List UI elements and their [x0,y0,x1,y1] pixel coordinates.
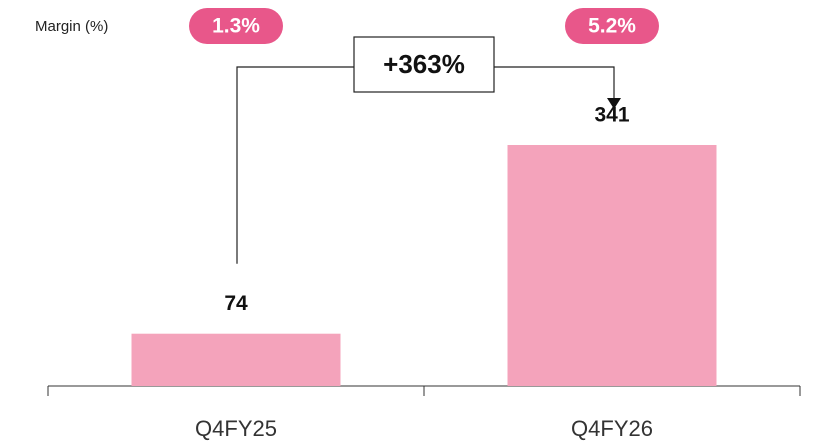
x-tick-label: Q4FY25 [195,416,277,441]
annotation-box [353,36,495,93]
annotation: +363% [383,49,465,79]
connector-arrow [607,98,621,109]
margin-value: 1.3% [212,15,260,38]
bar [507,145,717,386]
margin-pill [189,8,283,44]
bar [131,333,341,386]
margin-value: 5.2% [588,15,636,38]
data-label: 341 [594,104,629,127]
margin-label: Margin (%) [35,18,108,35]
x-tick-label: Q4FY26 [571,416,653,441]
data-label: 74 [224,292,248,315]
margin-pill [565,8,659,44]
